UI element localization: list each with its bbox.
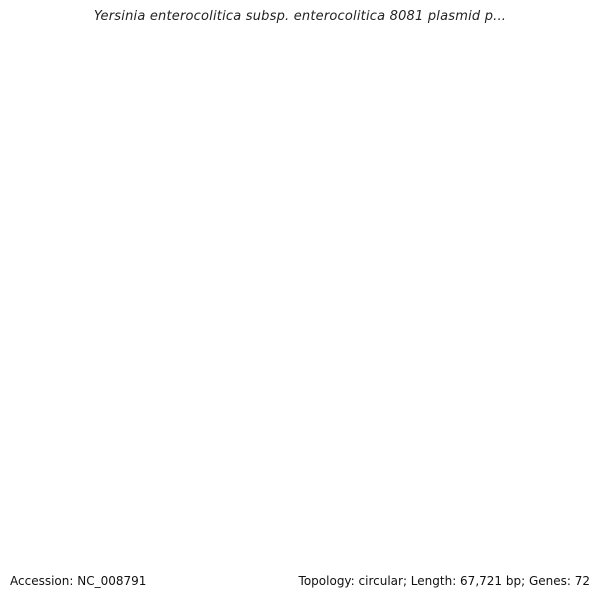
accession-text: Accession: NC_008791	[10, 574, 147, 588]
map-title: Yersinia enterocolitica subsp. enterocol…	[93, 9, 507, 24]
summary-text: Topology: circular; Length: 67,721 bp; G…	[298, 574, 590, 588]
